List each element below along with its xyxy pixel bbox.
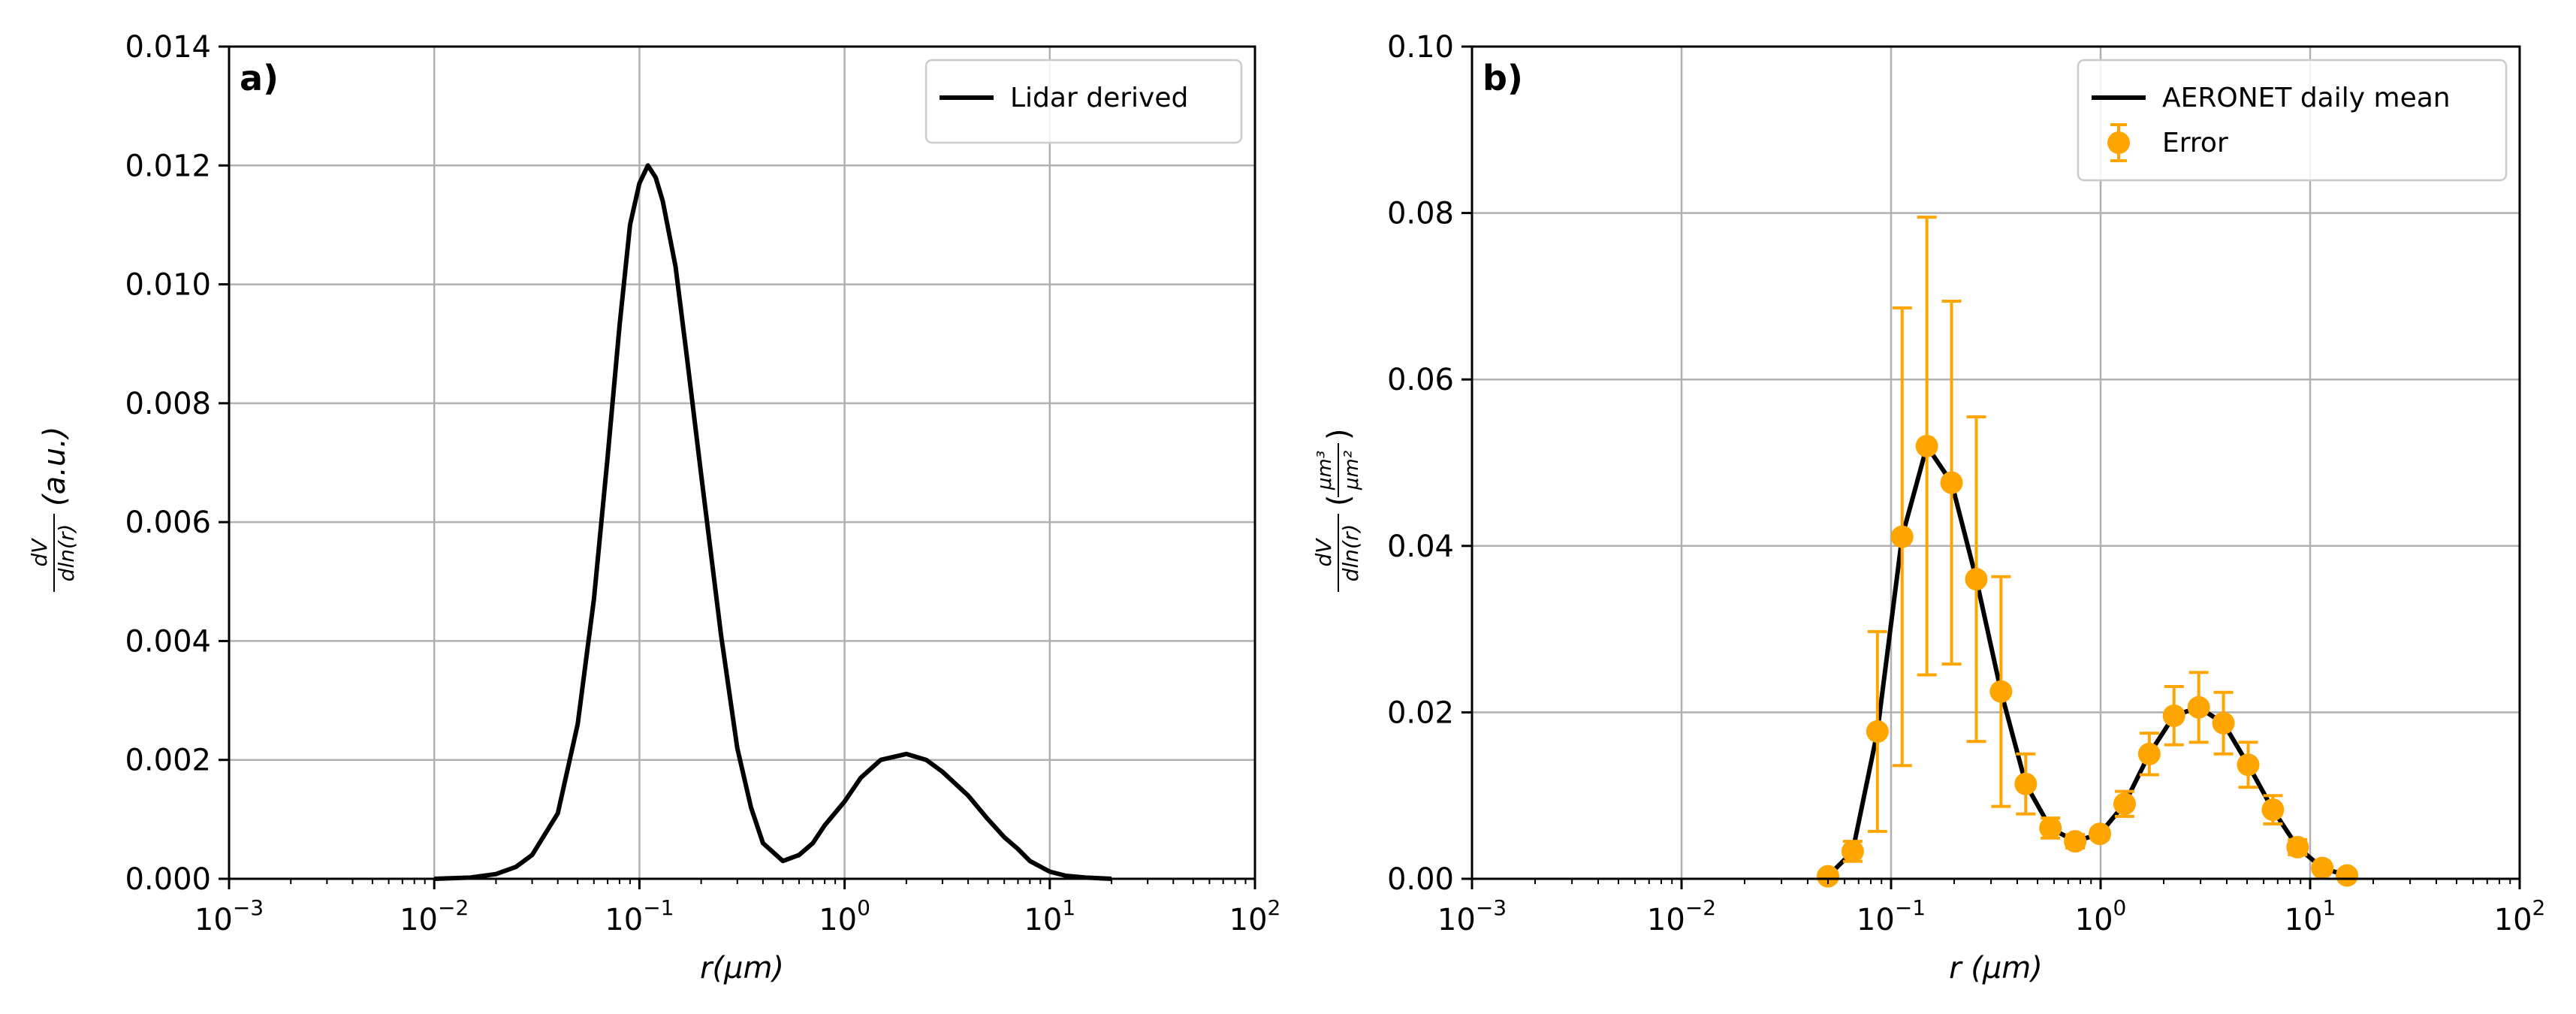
legend-marker-swatch <box>2107 131 2130 154</box>
x-tick-label: 10−1 <box>605 895 674 937</box>
panel-b: 10−3 10−2 10−1 100 101 102 0.00 0.02 0.04 0.06 0.0… <box>1311 30 2545 985</box>
legend-entry-label: Error <box>2162 128 2228 158</box>
panel-label: a) <box>240 58 279 98</box>
y-tick-label: 0.08 <box>1387 197 1454 231</box>
data-point <box>2039 816 2062 840</box>
y-label-unit: (a.u.) <box>38 426 72 506</box>
panel-a: 10−3 10−2 10−1 100 101 102 0.000 0.002 0.004 0.00… <box>27 30 1280 985</box>
series-line <box>1826 443 2348 878</box>
y-tick-label: 0.010 <box>125 268 211 303</box>
data-point <box>2286 835 2309 859</box>
x-tick-label: 101 <box>2285 895 2336 937</box>
data-point <box>2014 772 2038 795</box>
data-point <box>2336 864 2359 887</box>
legend: AERONET daily mean Error <box>2077 59 2508 182</box>
legend-box <box>925 59 1243 144</box>
series-line <box>434 163 1112 881</box>
y-tick-label: 0.012 <box>125 149 211 183</box>
y-tick-label: 0.014 <box>125 30 211 65</box>
y-label-numerator: dV <box>1311 538 1336 567</box>
data-point <box>2187 696 2210 719</box>
y-tick-label: 0.10 <box>1387 30 1454 65</box>
y-tick-label: 0.04 <box>1387 530 1454 564</box>
x-axis-label: r(μm) <box>700 951 784 985</box>
data-point <box>1841 840 1864 863</box>
panel-label: b) <box>1483 58 1523 98</box>
data-point <box>1940 471 1963 494</box>
data-point <box>2261 798 2285 822</box>
x-tick-label: 100 <box>819 895 870 937</box>
x-tick-label: 10−3 <box>195 895 264 937</box>
legend-entry-label: Lidar derived <box>1010 83 1188 113</box>
x-tick-label: 101 <box>1024 895 1075 937</box>
legend-entry-label: AERONET daily mean <box>2162 83 2451 113</box>
data-point <box>1817 865 1840 888</box>
y-tick-label: 0.06 <box>1387 363 1454 397</box>
y-label-paren-close: ) <box>1322 428 1356 440</box>
data-point <box>2237 753 2260 777</box>
y-label-unit-numerator: μm³ <box>1314 451 1336 490</box>
x-axis-label: r (μm) <box>1949 951 2043 985</box>
x-tick-label: 100 <box>2075 895 2127 937</box>
y-tick-label: 0.02 <box>1387 696 1454 730</box>
data-point <box>1965 568 1988 591</box>
legend-box <box>2077 59 2508 182</box>
x-tick-label: 102 <box>2494 895 2546 937</box>
data-point <box>2137 742 2161 765</box>
y-tick-label: 0.000 <box>125 862 211 897</box>
legend: Lidar derived <box>925 59 1243 144</box>
y-label-paren-open: ( <box>1322 494 1356 506</box>
data-point <box>2064 830 2087 853</box>
x-tick-label: 10−1 <box>1857 895 1926 937</box>
data-point <box>1989 680 2013 703</box>
y-label-denominator: dln(r) <box>54 524 79 582</box>
y-tick-label: 0.002 <box>125 744 211 778</box>
data-point <box>1866 720 1889 743</box>
x-tick-label: 102 <box>1229 895 1281 937</box>
data-point <box>2212 711 2235 735</box>
data-point <box>2311 856 2334 880</box>
y-axis-label: dV dln(r) ( μm³ μm²) <box>1311 428 1363 592</box>
data-point <box>2113 792 2136 816</box>
data-point <box>2162 704 2185 727</box>
data-point <box>2089 822 2112 846</box>
y-axis-label: dV dln(r) (a.u.) <box>27 426 79 592</box>
data-point <box>1915 434 1938 457</box>
y-label-numerator: dV <box>27 538 52 567</box>
y-tick-label: 0.00 <box>1387 862 1454 897</box>
y-label-denominator: dln(r) <box>1338 524 1363 582</box>
y-label-unit-denominator: μm² <box>1341 451 1363 490</box>
data-point <box>1890 525 1914 548</box>
plot-frame <box>1470 45 2521 880</box>
plot-frame <box>228 45 1256 880</box>
x-tick-label: 10−2 <box>400 895 469 937</box>
y-tick-label: 0.008 <box>125 387 211 421</box>
y-tick-label: 0.006 <box>125 505 211 540</box>
x-tick-label: 10−2 <box>1647 895 1716 937</box>
y-tick-label: 0.004 <box>125 624 211 659</box>
x-tick-label: 10−3 <box>1437 895 1507 937</box>
